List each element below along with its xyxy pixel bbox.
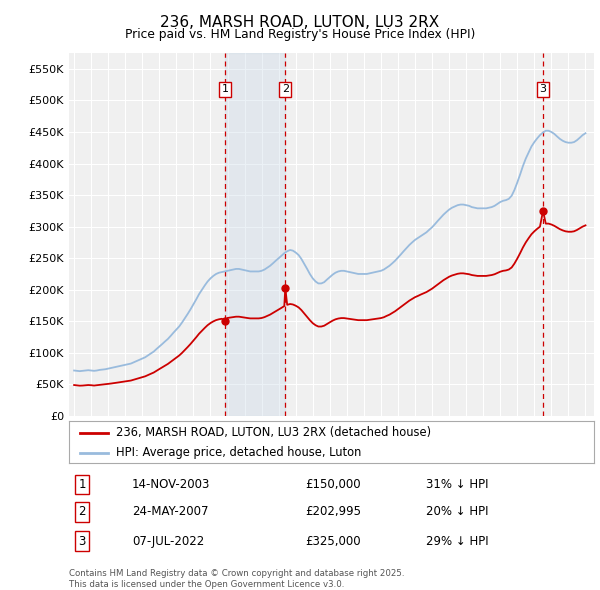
Text: 07-JUL-2022: 07-JUL-2022 <box>132 535 204 548</box>
Text: £150,000: £150,000 <box>305 478 361 491</box>
Text: 1: 1 <box>79 478 86 491</box>
Text: 20% ↓ HPI: 20% ↓ HPI <box>426 505 488 519</box>
Text: 31% ↓ HPI: 31% ↓ HPI <box>426 478 488 491</box>
Text: 29% ↓ HPI: 29% ↓ HPI <box>426 535 488 548</box>
Text: 2: 2 <box>79 505 86 519</box>
Text: 236, MARSH ROAD, LUTON, LU3 2RX (detached house): 236, MARSH ROAD, LUTON, LU3 2RX (detache… <box>116 426 431 439</box>
Text: £325,000: £325,000 <box>305 535 361 548</box>
Text: Price paid vs. HM Land Registry's House Price Index (HPI): Price paid vs. HM Land Registry's House … <box>125 28 475 41</box>
Text: 2: 2 <box>282 84 289 94</box>
Text: Contains HM Land Registry data © Crown copyright and database right 2025.
This d: Contains HM Land Registry data © Crown c… <box>69 569 404 589</box>
Text: 14-NOV-2003: 14-NOV-2003 <box>132 478 211 491</box>
Text: 3: 3 <box>79 535 86 548</box>
Text: 24-MAY-2007: 24-MAY-2007 <box>132 505 209 519</box>
Text: HPI: Average price, detached house, Luton: HPI: Average price, detached house, Luto… <box>116 446 362 459</box>
Bar <box>226 53 286 416</box>
Text: £202,995: £202,995 <box>305 505 361 519</box>
Text: 3: 3 <box>539 84 547 94</box>
Text: 236, MARSH ROAD, LUTON, LU3 2RX: 236, MARSH ROAD, LUTON, LU3 2RX <box>160 15 440 30</box>
Text: 1: 1 <box>222 84 229 94</box>
